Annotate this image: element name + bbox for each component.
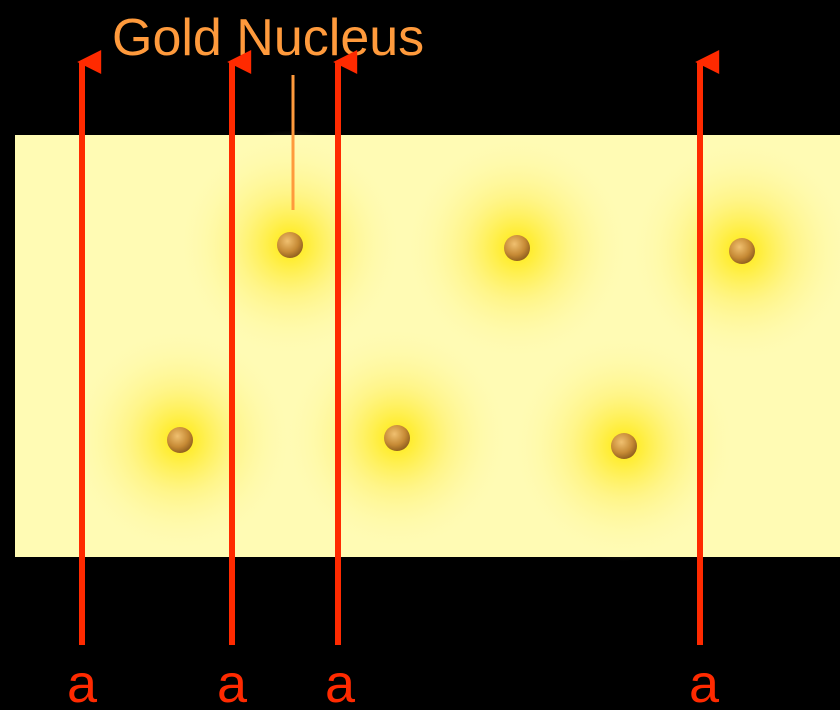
nucleus	[729, 238, 755, 264]
nucleus	[277, 232, 303, 258]
nucleus	[384, 425, 410, 451]
nucleus-label: Gold Nucleus	[112, 9, 424, 67]
particle-label: a	[689, 654, 720, 710]
particle-label: a	[325, 654, 356, 710]
nucleus	[611, 433, 637, 459]
particle-labels: a a a a	[67, 654, 720, 710]
alpha-arrows	[77, 50, 720, 645]
nuclei	[167, 232, 755, 459]
nucleus	[504, 235, 530, 261]
particle-label: a	[67, 654, 98, 710]
particle-label: a	[217, 654, 248, 710]
nucleus	[167, 427, 193, 453]
